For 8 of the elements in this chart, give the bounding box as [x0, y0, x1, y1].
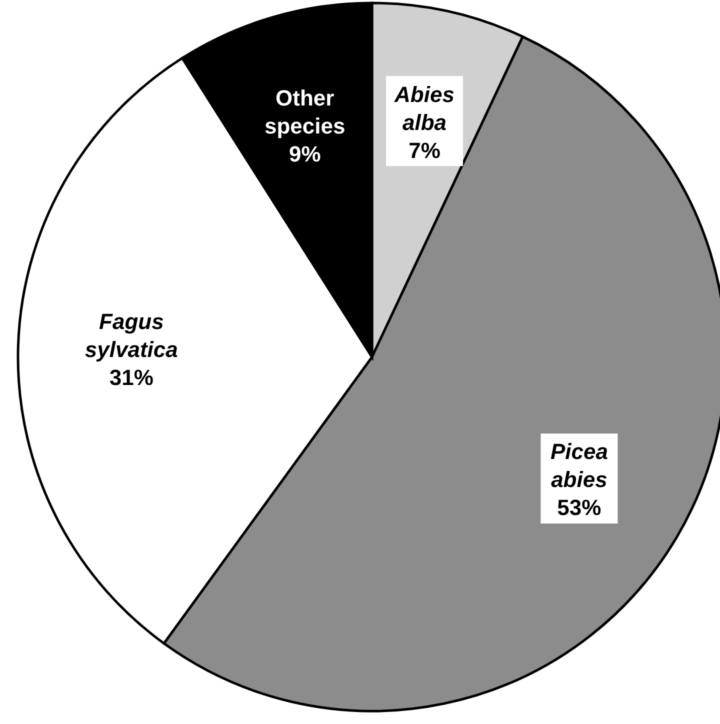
data-label: 53%: [557, 495, 602, 520]
slice-label: Picea abies: [550, 439, 608, 492]
slice-label: Fagus sylvatica: [84, 309, 178, 362]
data-label: 7%: [408, 138, 440, 163]
slice-label: Abies alba: [394, 82, 454, 135]
data-label: 9%: [288, 142, 321, 167]
slice-label: Other species: [264, 86, 346, 139]
data-label: 31%: [109, 365, 154, 390]
